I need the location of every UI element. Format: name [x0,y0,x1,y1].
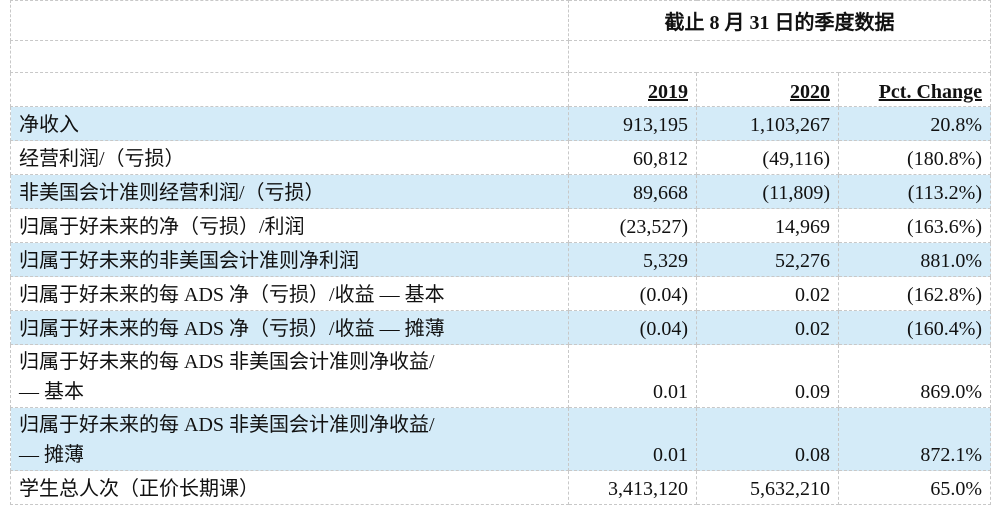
row-label: 学生总人次（正价长期课） [10,470,569,505]
value-cell: (113.2%) [837,174,992,209]
table-row: 归属于好未来的非美国会计准则净利润 5,329 52,276 881.0% [10,242,992,277]
value-cell: 89,668 [568,174,697,209]
row-label: 归属于好未来的每 ADS 非美国会计准则净收益/ — 摊薄 [10,407,569,471]
page: 截止 8 月 31 日的季度数据 2019 2020 Pct. Change 净收入… [10,0,992,505]
table-row: 归属于好未来的每 ADS 非美国会计准则净收益/ — 摊薄 0.01 0.08 872… [10,407,992,471]
value-cell: 0.02 [696,310,839,345]
table-row: 归属于好未来的每 ADS 净（亏损）/收益 — 摊薄 (0.04) 0.02 (160… [10,310,992,345]
row-label: 归属于好未来的每 ADS 净（亏损）/收益 — 基本 [10,276,569,311]
value-cell: 0.02 [696,276,839,311]
value-cell: 872.1% [837,407,992,471]
table-row: 净收入 913,195 1,103,267 20.8% [10,106,992,141]
value-cell: (0.04) [568,276,697,311]
table-row: 归属于好未来的净（亏损）/利润 (23,527) 14,969 (163.6%) [10,208,992,243]
table-row: 经营利润/（亏损） 60,812 (49,116) (180.8%) [10,140,992,175]
column-header-cell: Pct. Change [837,72,992,107]
value-cell: 20.8% [837,106,992,141]
row-label: 非美国会计准则经营利润/（亏损） [10,174,569,209]
value-cell: (23,527) [568,208,697,243]
value-cell: 14,969 [696,208,839,243]
value-cell: 0.01 [568,407,697,471]
blank-cell [567,40,992,73]
column-header: 2019 [648,81,688,103]
value-cell: 1,103,267 [696,106,839,141]
table-row: 归属于好未来的每 ADS 净（亏损）/收益 — 基本 (0.04) 0.02 (162… [10,276,992,311]
blank-cell [10,0,569,41]
blank-cell [10,40,569,73]
value-cell: 881.0% [837,242,992,277]
row-label: 归属于好未来的每 ADS 非美国会计准则净收益/ — 基本 [10,344,569,408]
value-cell: 5,632,210 [696,470,839,505]
value-cell: (49,116) [696,140,839,175]
value-cell: (180.8%) [837,140,992,175]
value-cell: 913,195 [568,106,697,141]
blank-cell [10,72,569,107]
value-cell: (162.8%) [837,276,992,311]
value-cell: (0.04) [568,310,697,345]
column-header-cell: 2019 [568,72,697,107]
value-cell: 65.0% [837,470,992,505]
table-row: 学生总人次（正价长期课） 3,413,120 5,632,210 65.0% [10,470,992,505]
table-title: 截止 8 月 31 日的季度数据 [567,0,992,41]
row-label: 经营利润/（亏损） [10,140,569,175]
row-label: 归属于好未来的净（亏损）/利润 [10,208,569,243]
value-cell: 3,413,120 [568,470,697,505]
row-label: 净收入 [10,106,569,141]
value-cell: (163.6%) [837,208,992,243]
column-header: 2020 [790,81,830,103]
column-header-cell: 2020 [696,72,839,107]
value-cell: 869.0% [837,344,992,408]
financial-table: 截止 8 月 31 日的季度数据 2019 2020 Pct. Change 净收入… [10,0,992,505]
table-row: 非美国会计准则经营利润/（亏损） 89,668 (11,809) (113.2%) [10,174,992,209]
value-cell: 0.01 [568,344,697,408]
row-label: 归属于好未来的每 ADS 净（亏损）/收益 — 摊薄 [10,310,569,345]
row-label: 归属于好未来的非美国会计准则净利润 [10,242,569,277]
value-cell: 5,329 [568,242,697,277]
column-header: Pct. Change [878,81,983,103]
value-cell: 52,276 [696,242,839,277]
value-cell: (160.4%) [837,310,992,345]
table-row: 归属于好未来的每 ADS 非美国会计准则净收益/ — 基本 0.01 0.09 869… [10,344,992,408]
value-cell: 0.08 [696,407,839,471]
value-cell: (11,809) [696,174,839,209]
value-cell: 0.09 [696,344,839,408]
value-cell: 60,812 [568,140,697,175]
